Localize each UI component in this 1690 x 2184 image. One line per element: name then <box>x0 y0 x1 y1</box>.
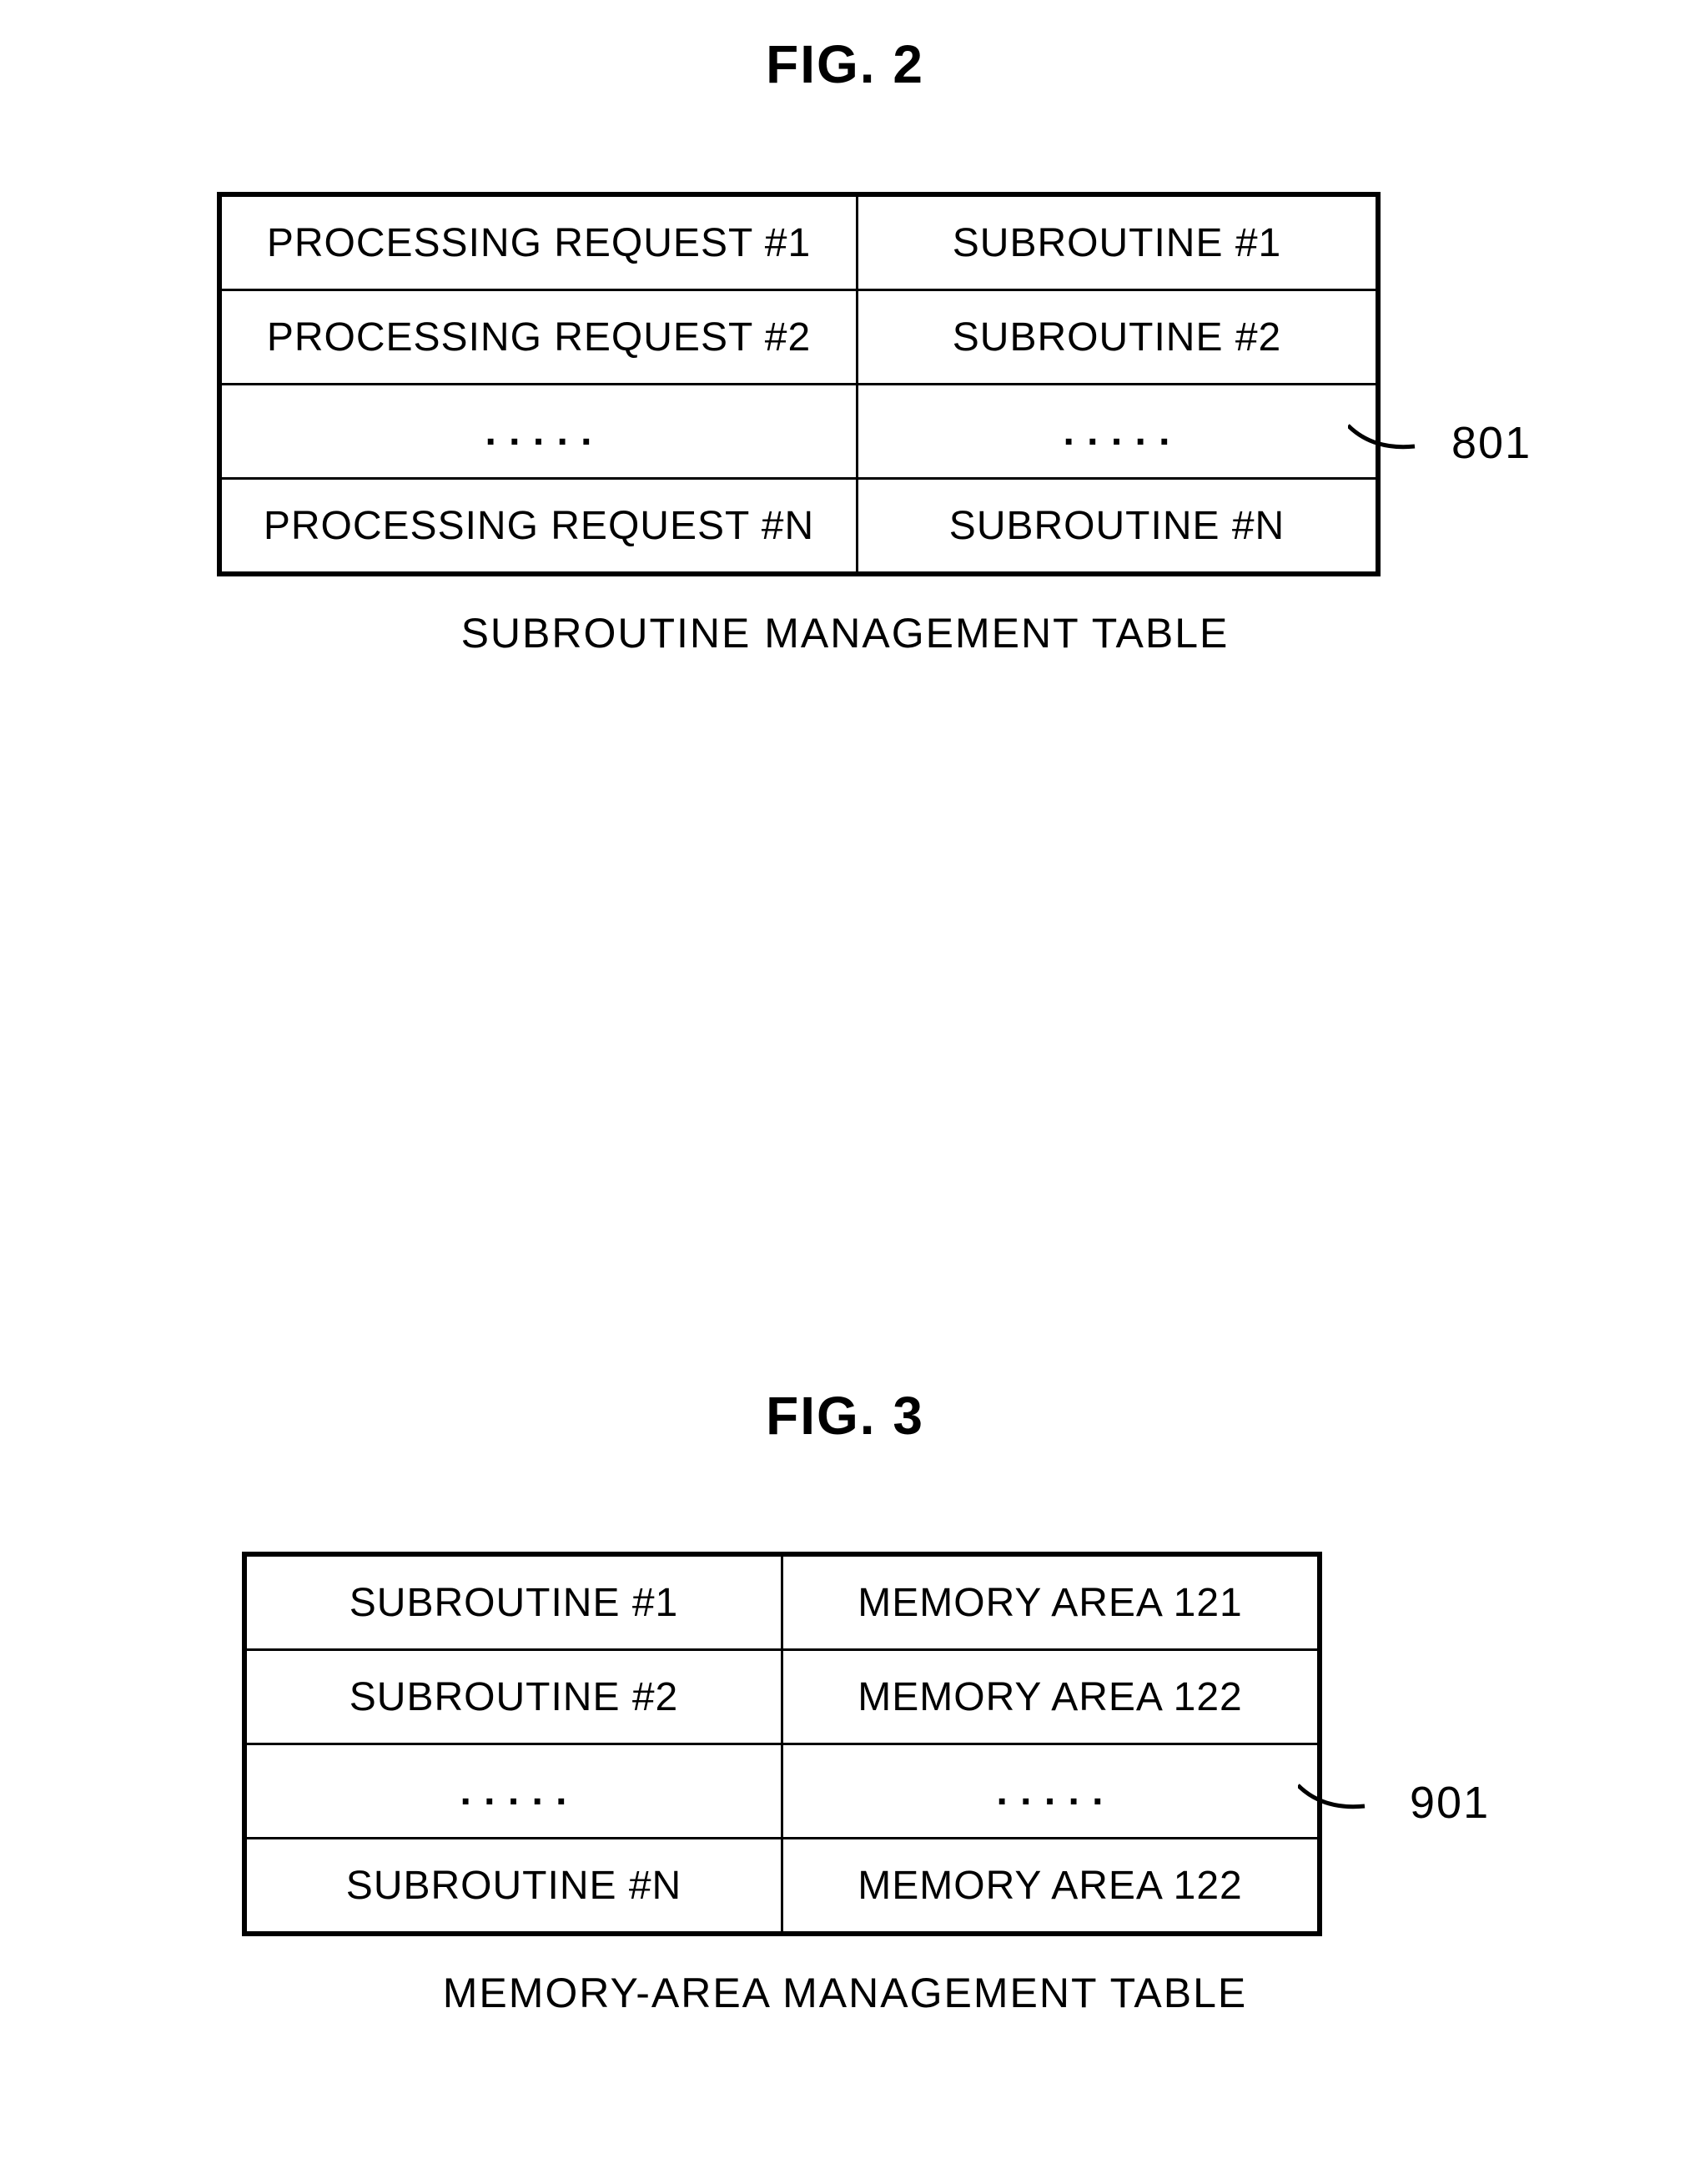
table-row: SUBROUTINE #N MEMORY AREA 122 <box>244 1839 1320 1935</box>
table-row: PROCESSING REQUEST #2 SUBROUTINE #2 <box>219 290 1378 385</box>
subroutine-management-table: PROCESSING REQUEST #1 SUBROUTINE #1 PROC… <box>217 192 1381 576</box>
reference-number-801: 801 <box>1451 417 1532 469</box>
cell-subroutine: SUBROUTINE #2 <box>244 1650 782 1744</box>
cell-subroutine: SUBROUTINE #1 <box>244 1554 782 1650</box>
figure-3-caption: MEMORY-AREA MANAGEMENT TABLE <box>0 1969 1690 2017</box>
leader-line-901 <box>1298 1760 1415 1827</box>
cell-memory-area: MEMORY AREA 122 <box>782 1839 1320 1935</box>
figure-3-title: FIG. 3 <box>0 1385 1690 1447</box>
cell-subroutine: SUBROUTINE #2 <box>858 290 1379 385</box>
figure-2-caption: SUBROUTINE MANAGEMENT TABLE <box>0 609 1690 657</box>
table-row: SUBROUTINE #2 MEMORY AREA 122 <box>244 1650 1320 1744</box>
cell-ellipsis: . . . . . <box>219 385 858 479</box>
cell-memory-area: MEMORY AREA 121 <box>782 1554 1320 1650</box>
figure-2-title: FIG. 2 <box>0 33 1690 95</box>
table-row: PROCESSING REQUEST #1 SUBROUTINE #1 <box>219 194 1378 290</box>
table-row: SUBROUTINE #1 MEMORY AREA 121 <box>244 1554 1320 1650</box>
cell-processing-request: PROCESSING REQUEST #1 <box>219 194 858 290</box>
table-row: PROCESSING REQUEST #N SUBROUTINE #N <box>219 479 1378 575</box>
table-row: . . . . . . . . . . <box>219 385 1378 479</box>
cell-subroutine: SUBROUTINE #N <box>858 479 1379 575</box>
memory-area-management-table: SUBROUTINE #1 MEMORY AREA 121 SUBROUTINE… <box>242 1552 1322 1936</box>
table-row: . . . . . . . . . . <box>244 1744 1320 1839</box>
cell-ellipsis: . . . . . <box>244 1744 782 1839</box>
cell-subroutine: SUBROUTINE #1 <box>858 194 1379 290</box>
cell-subroutine: SUBROUTINE #N <box>244 1839 782 1935</box>
reference-number-901: 901 <box>1410 1777 1490 1829</box>
cell-ellipsis: . . . . . <box>858 385 1379 479</box>
cell-ellipsis: . . . . . <box>782 1744 1320 1839</box>
leader-line-801 <box>1348 400 1465 467</box>
cell-processing-request: PROCESSING REQUEST #N <box>219 479 858 575</box>
cell-processing-request: PROCESSING REQUEST #2 <box>219 290 858 385</box>
cell-memory-area: MEMORY AREA 122 <box>782 1650 1320 1744</box>
